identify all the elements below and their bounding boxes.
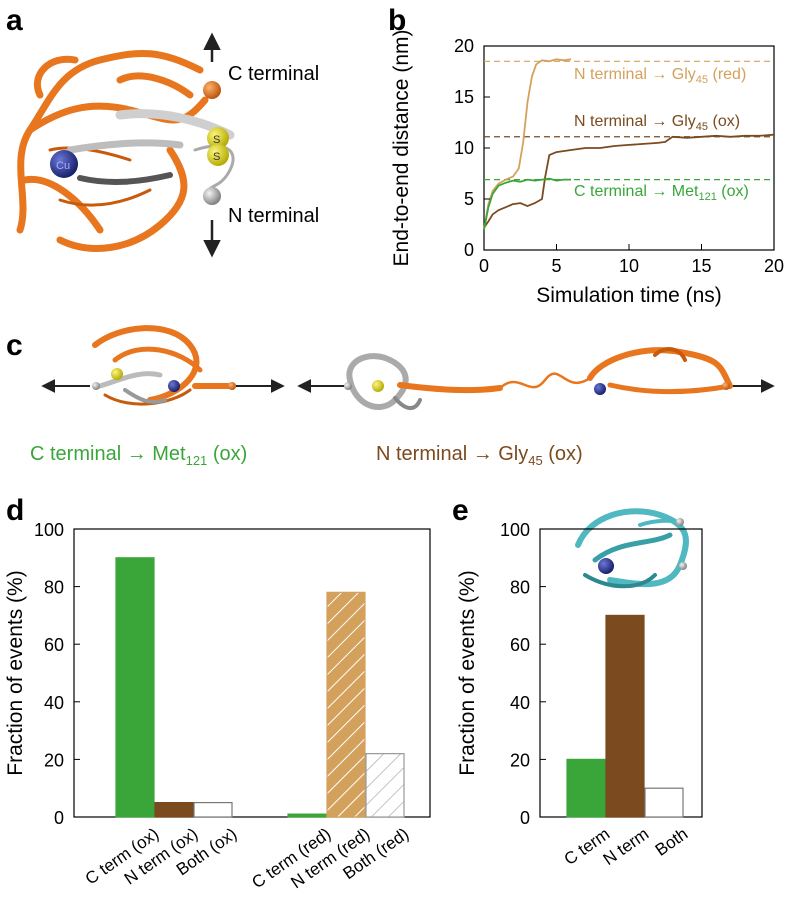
y-tick-label: 0	[520, 808, 530, 828]
y-tick-label: 10	[454, 138, 474, 158]
bar-c-term-red	[287, 813, 327, 818]
panel-label-b: b	[388, 4, 406, 37]
bar-n-term-ox	[154, 801, 194, 818]
caption-c-terminal-met121: C terminal → Met121 (ox)	[30, 443, 247, 468]
panel-label-a: a	[6, 4, 23, 37]
x-tick-label: 0	[479, 256, 489, 276]
caption-right-text: N terminal → Gly45 (ox)	[376, 443, 583, 468]
y-tick-label: 5	[464, 189, 474, 209]
annotation-0: N terminal → Gly45 (red)	[574, 66, 746, 86]
annotation-1: N terminal → Gly45 (ox)	[574, 113, 740, 133]
x-tick-label: 15	[691, 256, 711, 276]
y-tick-label: 80	[510, 578, 530, 598]
plot-frame	[73, 528, 431, 818]
protein-structure-c-right	[297, 347, 775, 411]
bar-both	[644, 787, 684, 818]
x-category-label: Both	[652, 824, 692, 860]
copper-label: Cu	[56, 160, 70, 172]
sulfur-label-1: S	[213, 134, 220, 146]
y-tick-label: 80	[44, 578, 64, 598]
series-line-2	[483, 177, 571, 230]
y-tick-label: 20	[510, 750, 530, 770]
panel-label-e: e	[452, 494, 469, 527]
bar-n-term	[605, 614, 645, 818]
protein-structure-a: S S Cu	[16, 32, 235, 258]
y-tick-label: 60	[44, 635, 64, 655]
copper-atom	[50, 150, 78, 178]
bar-both-red	[365, 753, 405, 818]
y-tick-label: 60	[510, 635, 530, 655]
c-terminal-atom	[203, 81, 221, 99]
y-tick-label: 40	[44, 693, 64, 713]
panel-label-c: c	[6, 329, 23, 362]
y-tick-label: 100	[500, 520, 530, 540]
y-tick-label: 40	[510, 693, 530, 713]
x-category-label: N term	[600, 824, 653, 869]
y-tick-label: 0	[464, 240, 474, 260]
bar-both-ox	[193, 801, 233, 818]
bar-n-term-red	[326, 591, 366, 818]
y-tick-label: 20	[454, 36, 474, 56]
n-terminal-atom	[203, 187, 221, 205]
x-axis-label: Simulation time (ns)	[536, 284, 722, 307]
panel-label-d: d	[6, 494, 24, 527]
protein-structure-e	[575, 508, 689, 589]
bar-c-term	[566, 758, 606, 818]
caption-n-terminal-gly45: N terminal → Gly45 (ox)	[376, 443, 583, 468]
x-tick-label: 5	[551, 256, 561, 276]
y-axis-label: Fraction of events (%)	[456, 570, 479, 775]
annotation-2: C terminal → Met121 (ox)	[574, 183, 749, 203]
protein-structure-c-left	[41, 325, 285, 406]
n-terminal-label: N terminal	[228, 205, 319, 227]
bar-c-term-ox	[115, 557, 155, 818]
y-axis-label: Fraction of events (%)	[4, 570, 27, 775]
y-tick-label: 0	[54, 808, 64, 828]
sulfur-atom-2	[207, 144, 229, 166]
x-tick-label: 20	[764, 256, 784, 276]
x-tick-label: 10	[619, 256, 639, 276]
chart-end-to-end-distance: 0 5 10 15 20 0 5 10 15 20 Simulation time (ns) End-…	[390, 30, 784, 307]
y-axis-label: End-to-end distance (nm)	[390, 30, 413, 267]
sulfur-atom-1	[207, 127, 229, 149]
y-tick-label: 100	[34, 520, 64, 540]
caption-left-text: C terminal → Met121 (ox)	[30, 443, 247, 468]
y-tick-label: 20	[44, 750, 64, 770]
series-line-1	[483, 133, 775, 229]
c-terminal-label: C terminal	[228, 63, 319, 85]
y-tick-label: 15	[454, 87, 474, 107]
sulfur-label-2: S	[213, 151, 220, 163]
series-line-0	[483, 58, 572, 230]
